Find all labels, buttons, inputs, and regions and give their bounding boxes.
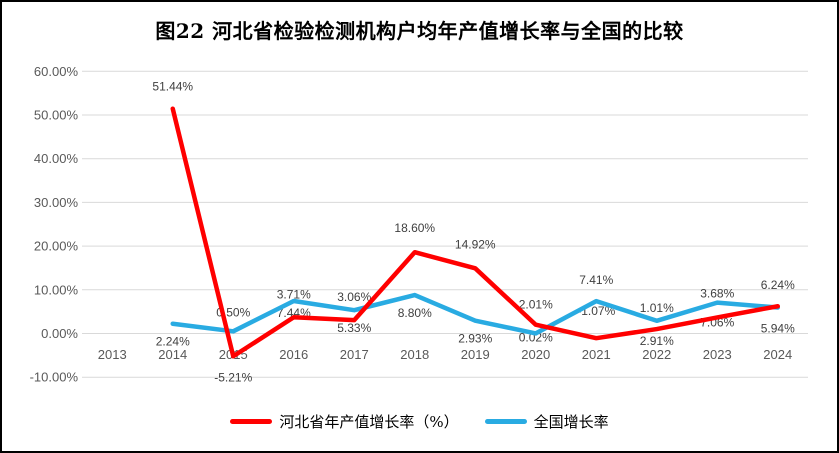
data-label-series-0: 1.01% — [640, 301, 674, 315]
data-label-series-0: 3.06% — [337, 290, 371, 304]
x-tick-label: 2019 — [461, 347, 490, 362]
legend-item-hebei: 河北省年产值增长率（%） — [230, 411, 459, 432]
x-tick-label: 2018 — [400, 347, 429, 362]
data-label-series-0: 3.68% — [700, 286, 734, 300]
data-label-series-0: 51.44% — [152, 80, 193, 94]
y-tick-label: 20.00% — [34, 239, 79, 254]
data-label-series-1: 5.94% — [761, 322, 795, 336]
x-tick-label: 2023 — [703, 347, 732, 362]
data-label-series-0: 2.01% — [519, 298, 553, 312]
x-tick-label: 2021 — [582, 347, 611, 362]
y-tick-label: 40.00% — [34, 151, 79, 166]
x-tick-label: 2017 — [340, 347, 369, 362]
y-tick-label: 0.00% — [41, 326, 78, 341]
legend-label-national: 全国增长率 — [533, 412, 609, 431]
data-label-series-1: 2.91% — [640, 334, 674, 348]
x-tick-label: 2020 — [521, 347, 550, 362]
legend-line-sample-blue — [484, 418, 527, 424]
data-label-series-0: 14.92% — [455, 237, 496, 251]
legend: 河北省年产值增长率（%） 全国增长率 — [2, 406, 837, 436]
data-label-series-1: 7.41% — [579, 273, 613, 287]
y-tick-label: 50.00% — [34, 108, 79, 123]
y-tick-label: 30.00% — [34, 195, 79, 210]
data-label-series-1: 8.80% — [398, 306, 432, 320]
data-label-series-0: 3.71% — [277, 287, 311, 301]
x-tick-label: 2013 — [98, 347, 127, 362]
y-tick-label: 10.00% — [34, 282, 79, 297]
data-label-series-1: 2.24% — [156, 335, 190, 349]
chart-title: 图22 河北省检验检测机构户均年产值增长率与全国的比较 — [155, 19, 684, 43]
legend-label-hebei: 河北省年产值增长率（%） — [279, 412, 459, 431]
data-label-series-1: 5.33% — [337, 321, 371, 335]
x-tick-label: 2022 — [642, 347, 671, 362]
y-tick-label: 60.00% — [34, 64, 79, 79]
series-line-0 — [170, 106, 780, 359]
data-label-series-0: 18.60% — [394, 221, 435, 235]
data-label-series-0: 6.24% — [761, 278, 795, 292]
x-tick-label: 2014 — [158, 347, 187, 362]
data-label-series-0: -5.21% — [214, 370, 252, 384]
data-label-series-1: 2.93% — [458, 332, 492, 346]
y-tick-label: -10.00% — [30, 370, 79, 385]
x-tick-label: 2016 — [279, 347, 308, 362]
legend-item-national: 全国增长率 — [484, 411, 609, 432]
series-line-1 — [170, 292, 780, 336]
legend-line-sample-red — [230, 418, 273, 424]
x-tick-label: 2024 — [763, 347, 792, 362]
